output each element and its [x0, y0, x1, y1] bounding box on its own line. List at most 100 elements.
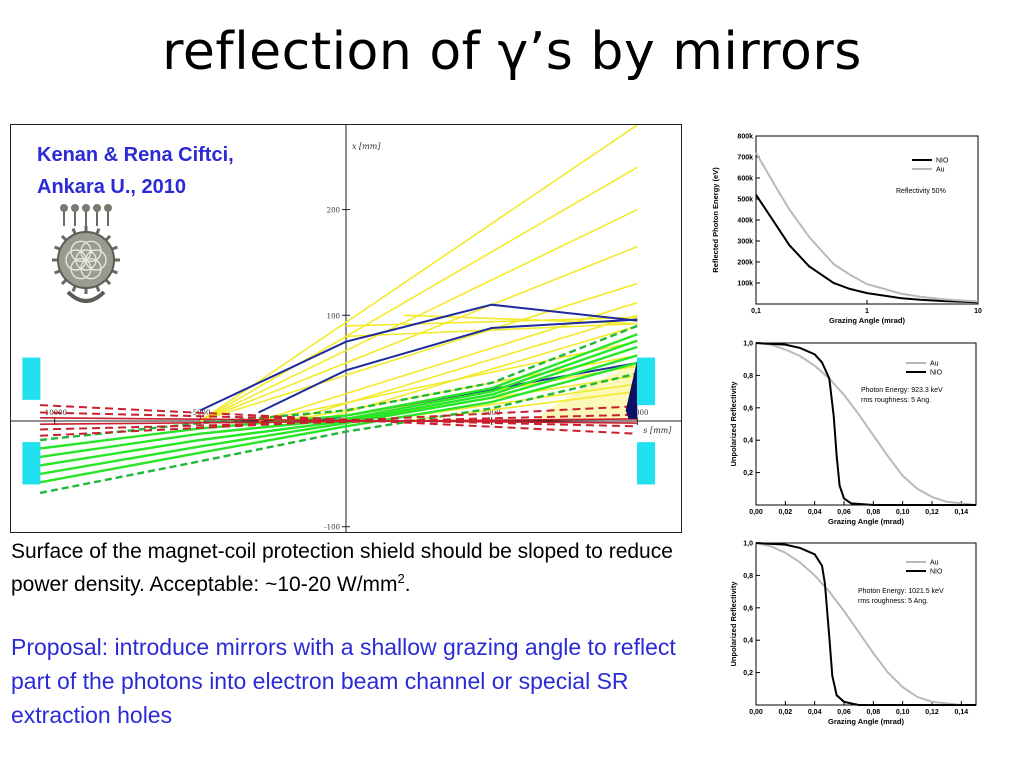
emblem-finial-knob — [82, 204, 90, 212]
y-tick-label: 100k — [737, 281, 753, 288]
photon-trajectory-line — [199, 124, 638, 422]
x-tick-label: 0,04 — [808, 509, 822, 516]
y-axis-label: x [mm] — [352, 142, 381, 151]
x-tick-label: 5000 — [483, 409, 501, 417]
x-tick-label: 0,10 — [896, 509, 910, 516]
caption-main: Surface of the magnet-coil protection sh… — [11, 540, 673, 596]
y-tick-label: 0,8 — [743, 573, 753, 580]
x-axis-title: Grazing Angle (mrad) — [828, 517, 904, 526]
y-axis-title: Unpolarized Reflectivity — [729, 381, 738, 467]
x-axis-label: s [mm] — [643, 426, 672, 435]
electron-trajectory-line — [39, 361, 638, 484]
beam-envelope-dashed — [40, 411, 638, 428]
x-tick-label: 0,02 — [779, 709, 793, 716]
blue-orbit-curve — [258, 318, 638, 414]
annotation-text: Reflectivity 50% — [896, 188, 946, 195]
x-tick-label: 0,12 — [925, 509, 939, 516]
legend-label: NIO — [930, 569, 943, 576]
caption-superscript: 2 — [397, 571, 405, 586]
x-tick-label: 0,10 — [896, 709, 910, 716]
x-tick-label: 0,06 — [837, 709, 851, 716]
x-tick-label: 0,06 — [837, 509, 851, 516]
trajectory-plot-panel: -10000 -5000 5000 10000 200 100 -100 x [mm] s [m… — [10, 124, 682, 533]
x-tick-label: 0,14 — [955, 509, 969, 516]
y-tick-label: 600k — [737, 176, 753, 183]
x-tick-label: 0,12 — [925, 709, 939, 716]
caption-text: Surface of the magnet-coil protection sh… — [11, 538, 701, 598]
emblem-ray — [104, 234, 112, 242]
emblem-ray — [111, 245, 118, 251]
series-line-nio — [755, 342, 976, 506]
legend-label: Au — [936, 167, 945, 174]
x-tick-label: 0,1 — [751, 308, 761, 315]
photon-trajectory-line — [200, 282, 638, 422]
ornamental-sun-disc-icon — [52, 204, 120, 303]
emblem-ray — [95, 228, 101, 235]
beam-envelope-dashed — [40, 404, 638, 435]
x-tick-label: 1 — [865, 308, 869, 315]
legend-label: NIO — [936, 158, 949, 165]
annotation-text: Photon Energy: 923.3 keV — [861, 387, 943, 394]
emblem-ray — [60, 278, 68, 286]
photon-trajectory-line — [258, 340, 638, 422]
y-tick-label: 0,2 — [743, 470, 753, 477]
y-tick-label: 700k — [737, 155, 753, 162]
proposal-text: Proposal: introduce mirrors with a shall… — [11, 634, 676, 728]
emblem-finial-knob — [60, 204, 68, 212]
magnet-coil-block — [637, 442, 656, 485]
reflectivity-1021-panel: 0,00 0,02 0,04 0,06 0,08 0,10 0,12 0,14 0,2 0,4 0,… — [706, 535, 996, 730]
y-axis-title: Reflected Photon Energy (eV) — [711, 167, 720, 273]
y-tick-label: 1,0 — [743, 341, 753, 348]
x-tick-label: 10 — [974, 308, 982, 315]
legend-label: NiO — [930, 370, 943, 377]
y-tick-label: 0,2 — [743, 670, 753, 677]
blue-orbit-curve — [199, 303, 638, 412]
emblem-finial-knob — [71, 204, 79, 212]
x-tick-label: 0,00 — [749, 709, 763, 716]
energy-vs-angle-panel: 0,1 1 10 100k 200k 300k 400k 500k 600k 700k 800k Gr… — [706, 126, 996, 331]
x-tick-label: 10000 — [626, 409, 648, 417]
electron-trajectory-line — [39, 333, 638, 450]
x-tick-label: 0,04 — [808, 709, 822, 716]
legend-label: Au — [930, 361, 939, 368]
legend-label: Au — [930, 560, 939, 567]
x-tick-label: 0,00 — [749, 509, 763, 516]
photon-trajectory-line — [199, 166, 638, 422]
y-tick-label: 0,4 — [743, 438, 753, 445]
slide-title: reflection of γ’s by mirrors — [162, 22, 862, 82]
electron-envelope-dashed — [39, 324, 638, 442]
emblem-finial-knob — [104, 204, 112, 212]
emblem-base — [66, 290, 106, 303]
annotation-text: rms roughness: 5 Ang. — [858, 598, 928, 605]
x-tick-label: 0,02 — [779, 509, 793, 516]
x-tick-label: 0,14 — [955, 709, 969, 716]
beam-envelope-dashed — [40, 413, 638, 431]
emblem-ray — [104, 278, 112, 286]
credit-line-2: Ankara U., 2010 — [37, 176, 186, 198]
reflectivity-923-panel: 0,00 0,02 0,04 0,06 0,08 0,10 0,12 0,14 0,2 0,4 0,… — [706, 335, 996, 530]
electron-trajectory-line — [39, 339, 638, 459]
y-tick-label: 0,6 — [743, 605, 753, 612]
annotation-text: rms roughness: 5 Ang. — [861, 397, 931, 404]
series-line-au — [755, 152, 979, 303]
x-tick-label: 0,08 — [867, 709, 881, 716]
x-axis-title: Grazing Angle (mrad) — [828, 717, 904, 726]
y-tick-label: 1,0 — [743, 541, 753, 548]
y-tick-label: 400k — [737, 218, 753, 225]
emblem-ray — [71, 228, 77, 235]
annotation-text: Photon Energy: 1021.5 keV — [858, 588, 944, 595]
y-tick-label: 300k — [737, 239, 753, 246]
series-line-nio — [755, 194, 979, 304]
absorber-block — [625, 359, 638, 419]
y-tick-label: 0,4 — [743, 638, 753, 645]
reflectivity-923kev-chart: 0,00 0,02 0,04 0,06 0,08 0,10 0,12 0,14 0,2 0,4 0,… — [729, 341, 977, 526]
beam-envelope-dashed — [40, 405, 638, 437]
y-tick-label: 0,6 — [743, 405, 753, 412]
emblem-ray — [71, 285, 77, 292]
electron-envelope-dashed — [39, 372, 638, 495]
plot-frame — [755, 542, 977, 706]
y-tick-label: 500k — [737, 197, 753, 204]
photon-trajectory-line — [345, 316, 638, 327]
y-axis-title: Unpolarized Reflectivity — [729, 581, 738, 667]
series-line-au — [755, 342, 977, 506]
